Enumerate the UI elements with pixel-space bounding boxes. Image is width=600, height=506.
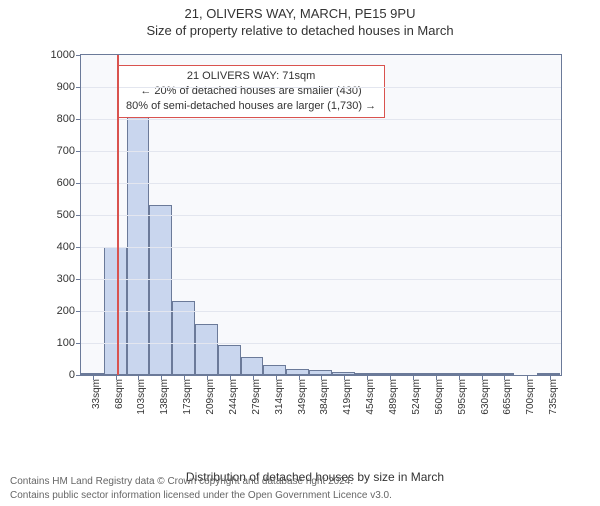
y-tick-label: 0	[41, 369, 75, 381]
x-tick-label: 314sqm	[274, 379, 285, 415]
x-tick-label: 68sqm	[114, 379, 125, 409]
grid-line	[81, 151, 561, 152]
y-tick-label: 900	[41, 81, 75, 93]
y-tick-mark	[76, 87, 81, 88]
chart-container: Number of detached properties 21 OLIVERS…	[60, 50, 570, 420]
y-tick-mark	[76, 311, 81, 312]
footer-attribution: Contains HM Land Registry data © Crown c…	[10, 475, 392, 502]
y-tick-mark	[76, 215, 81, 216]
y-tick-mark	[76, 119, 81, 120]
histogram-bar	[537, 373, 560, 375]
x-tick-label: 735sqm	[548, 379, 559, 415]
histogram-bar	[423, 373, 446, 375]
x-tick-label: 384sqm	[319, 379, 330, 415]
y-tick-label: 300	[41, 273, 75, 285]
histogram-bar	[195, 324, 218, 375]
x-tick-label: 349sqm	[297, 379, 308, 415]
histogram-bar	[263, 365, 286, 375]
x-tick-label: 665sqm	[502, 379, 513, 415]
y-tick-label: 1000	[41, 49, 75, 61]
chart-title-sub: Size of property relative to detached ho…	[0, 23, 600, 38]
histogram-bar	[469, 373, 492, 375]
x-tick-label: 279sqm	[251, 379, 262, 415]
x-tick-label: 103sqm	[136, 379, 147, 415]
x-tick-label: 524sqm	[411, 379, 422, 415]
annotation-line3: 80% of semi-detached houses are larger (…	[126, 99, 376, 114]
y-tick-label: 600	[41, 177, 75, 189]
reference-line	[117, 55, 119, 375]
y-tick-label: 200	[41, 305, 75, 317]
histogram-bar	[149, 205, 172, 375]
grid-line	[81, 87, 561, 88]
grid-line	[81, 311, 561, 312]
x-tick-label: 138sqm	[159, 379, 170, 415]
y-tick-mark	[76, 343, 81, 344]
histogram-bar	[491, 373, 514, 375]
grid-line	[81, 247, 561, 248]
plot-area: 21 OLIVERS WAY: 71sqm ← 20% of detached …	[80, 54, 562, 376]
x-tick-label: 209sqm	[205, 379, 216, 415]
annotation-box: 21 OLIVERS WAY: 71sqm ← 20% of detached …	[117, 65, 385, 118]
grid-line	[81, 279, 561, 280]
histogram-bar	[218, 345, 241, 375]
grid-line	[81, 343, 561, 344]
x-tick-label: 419sqm	[342, 379, 353, 415]
annotation-line1: 21 OLIVERS WAY: 71sqm	[126, 69, 376, 84]
y-tick-mark	[76, 55, 81, 56]
y-tick-mark	[76, 375, 81, 376]
histogram-bar	[446, 373, 469, 375]
x-tick-label: 489sqm	[388, 379, 399, 415]
y-tick-label: 700	[41, 145, 75, 157]
x-tick-label: 700sqm	[525, 379, 536, 415]
y-tick-label: 400	[41, 241, 75, 253]
y-tick-mark	[76, 247, 81, 248]
histogram-bar	[241, 357, 264, 375]
grid-line	[81, 183, 561, 184]
grid-line	[81, 215, 561, 216]
y-tick-label: 500	[41, 209, 75, 221]
x-tick-label: 173sqm	[182, 379, 193, 415]
y-tick-mark	[76, 151, 81, 152]
chart-title-main: 21, OLIVERS WAY, MARCH, PE15 9PU	[0, 6, 600, 21]
x-tick-label: 454sqm	[365, 379, 376, 415]
x-tick-label: 560sqm	[434, 379, 445, 415]
grid-line	[81, 119, 561, 120]
footer-line1: Contains HM Land Registry data © Crown c…	[10, 475, 392, 489]
y-tick-label: 800	[41, 113, 75, 125]
x-tick-label: 630sqm	[480, 379, 491, 415]
histogram-bar	[172, 301, 195, 375]
y-tick-mark	[76, 279, 81, 280]
y-tick-mark	[76, 183, 81, 184]
x-tick-label: 244sqm	[228, 379, 239, 415]
x-tick-label: 595sqm	[457, 379, 468, 415]
x-tick-label: 33sqm	[91, 379, 102, 409]
y-tick-label: 100	[41, 337, 75, 349]
